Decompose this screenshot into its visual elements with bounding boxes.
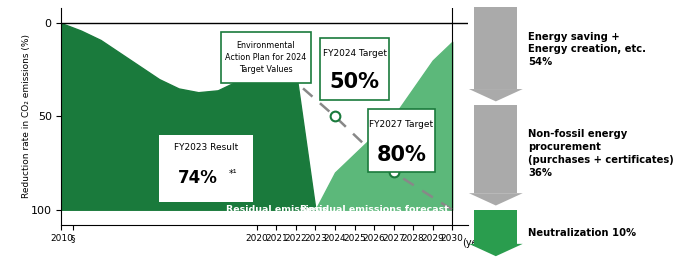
Polygon shape: [469, 193, 522, 206]
Text: *¹: *¹: [229, 169, 237, 179]
Text: FY2027 Target: FY2027 Target: [370, 120, 434, 129]
Polygon shape: [474, 210, 517, 244]
Text: Energy saving +
Energy creation, etc.
54%: Energy saving + Energy creation, etc. 54…: [528, 32, 646, 67]
Text: Non-fossil energy
procurement
(purchases + certificates)
36%: Non-fossil energy procurement (purchases…: [528, 129, 674, 178]
Text: Environmental
Action Plan for 2024
Target Values: Environmental Action Plan for 2024 Targe…: [225, 41, 306, 74]
Polygon shape: [469, 89, 522, 101]
Text: Neutralization 10%: Neutralization 10%: [528, 228, 637, 238]
Text: 80%: 80%: [376, 145, 426, 165]
FancyBboxPatch shape: [159, 135, 253, 202]
Y-axis label: Reduction rate in CO₂ emissions (%): Reduction rate in CO₂ emissions (%): [22, 35, 31, 198]
Polygon shape: [469, 244, 522, 256]
Text: FY2024 Target: FY2024 Target: [322, 49, 387, 58]
Polygon shape: [474, 7, 517, 89]
Text: FY2023 Result: FY2023 Result: [174, 142, 238, 152]
FancyBboxPatch shape: [221, 33, 311, 83]
FancyBboxPatch shape: [368, 109, 434, 172]
Text: 50%: 50%: [329, 72, 380, 92]
Text: (year): (year): [462, 238, 491, 248]
Text: Residual emissions forecast: Residual emissions forecast: [300, 206, 449, 215]
Text: Residual emissions: Residual emissions: [225, 206, 327, 215]
Text: 74%: 74%: [178, 169, 218, 187]
FancyBboxPatch shape: [320, 38, 389, 100]
Polygon shape: [474, 105, 517, 193]
